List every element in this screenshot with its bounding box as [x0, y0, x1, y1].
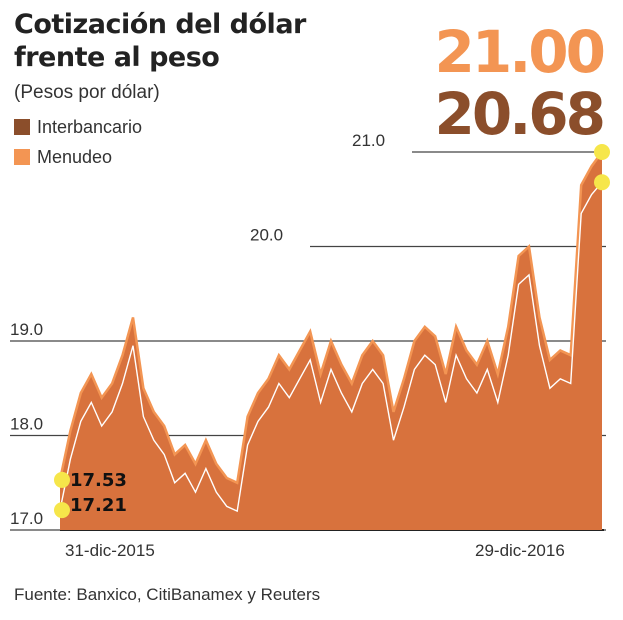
x-tick-labels: 31-dic-2015 29-dic-2016: [65, 541, 565, 560]
legend-item-menudeo: Menudeo: [14, 142, 142, 172]
legend-item-interbancario: Interbancario: [14, 112, 142, 142]
series-line-menudeo: [58, 151, 604, 485]
latest-menudeo-value: 21.00: [434, 18, 606, 86]
y-tick-label: 17.0: [10, 509, 43, 528]
y-tick-label: 18.0: [10, 415, 43, 434]
x-tick-label-end: 29-dic-2016: [475, 541, 565, 560]
end-marker-menudeo: [594, 144, 610, 160]
start-label-menudeo: 17.53: [70, 470, 127, 491]
legend-swatch-menudeo: [14, 149, 30, 165]
series-layer: [58, 151, 604, 530]
start-marker-interbancario: [54, 502, 70, 519]
y-tick-label: 19.0: [10, 320, 43, 339]
legend-swatch-interbancario: [14, 119, 30, 135]
end-marker-interbancario: [594, 174, 610, 191]
chart-title: Cotización del dólar frente al peso: [14, 9, 306, 73]
endpoint-markers: 17.53 17.21: [54, 144, 610, 519]
watermark-emblem: [167, 191, 433, 332]
series-line-interbancario: [59, 181, 603, 513]
start-label-interbancario: 17.21: [70, 495, 127, 516]
legend-label-interbancario: Interbancario: [37, 116, 143, 137]
y-tick-labels: 17.0 18.0 19.0 20.0 21.0: [10, 131, 385, 528]
start-marker-menudeo: [54, 471, 70, 488]
y-tick-label: 21.0: [352, 131, 385, 150]
latest-interbancario-value: 20.68: [434, 80, 606, 148]
source-note: Fuente: Banxico, CitiBanamex y Reuters: [14, 585, 321, 604]
x-tick-label-start: 31-dic-2015: [65, 541, 155, 560]
legend: Interbancario Menudeo: [14, 112, 142, 172]
y-tick-label: 20.0: [250, 226, 283, 245]
chart-subtitle: (Pesos por dólar): [14, 82, 160, 103]
legend-label-menudeo: Menudeo: [37, 146, 113, 167]
